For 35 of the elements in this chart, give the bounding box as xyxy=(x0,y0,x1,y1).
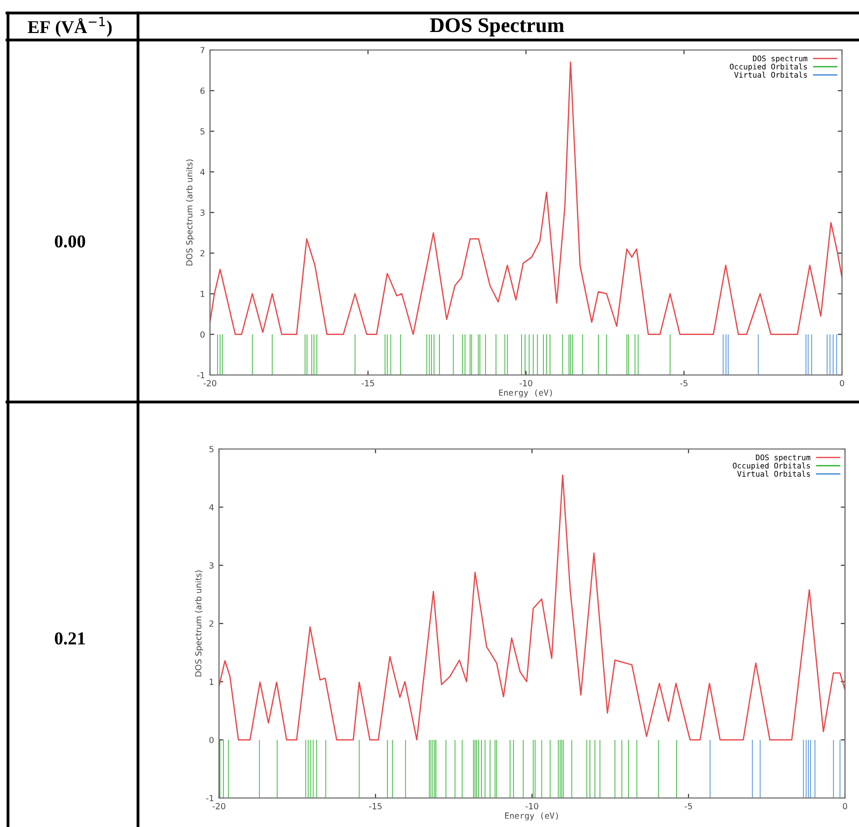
y-tick-label: 4 xyxy=(200,168,205,176)
text: 0.21 xyxy=(54,632,85,645)
y-tick-label: 2 xyxy=(209,620,214,627)
x-axis-title: Energy (eV) xyxy=(505,812,558,820)
x-tick-label: 0 xyxy=(842,803,848,810)
y-axis-title: DOS Spectrum (arb units) xyxy=(186,160,194,266)
y-tick-label: 3 xyxy=(209,562,214,569)
y-tick-label: -1 xyxy=(206,795,214,802)
x-tick-label: -20 xyxy=(212,803,226,810)
x-tick-label: -10 xyxy=(526,803,538,810)
x-tick-label: -5 xyxy=(680,380,688,386)
x-tick-label: -15 xyxy=(362,380,374,386)
line-series xyxy=(210,62,842,335)
x-tick-label: -10 xyxy=(520,380,532,386)
y-tick-label: 3 xyxy=(200,209,204,216)
y-tick-label: 1 xyxy=(210,678,214,685)
y-tick-label: -1 xyxy=(197,372,204,378)
y-tick-label: 5 xyxy=(209,446,214,452)
text: EF (VÅ$^{−1}$) xyxy=(28,16,112,37)
y-tick-label: 5 xyxy=(200,128,204,135)
y-axis-title: DOS Spectrum (arb units) xyxy=(194,570,204,676)
y-tick-label: 0 xyxy=(200,331,205,338)
x-tick-label: 0 xyxy=(840,380,844,386)
text: DOS Spectrum xyxy=(430,18,564,36)
y-tick-label: 6 xyxy=(200,88,205,94)
x-axis-title: Energy (eV) xyxy=(499,389,552,398)
x-tick-label: -20 xyxy=(204,380,216,386)
y-tick-label: 2 xyxy=(200,250,204,256)
y-tick-label: 0 xyxy=(209,736,214,744)
y-tick-label: 7 xyxy=(200,47,204,54)
y-tick-label: 1 xyxy=(200,290,204,297)
y-tick-label: 4 xyxy=(209,504,214,510)
text: 0.00 xyxy=(54,235,86,248)
x-tick-label: -5 xyxy=(684,803,692,810)
x-tick-label: -15 xyxy=(369,803,382,810)
